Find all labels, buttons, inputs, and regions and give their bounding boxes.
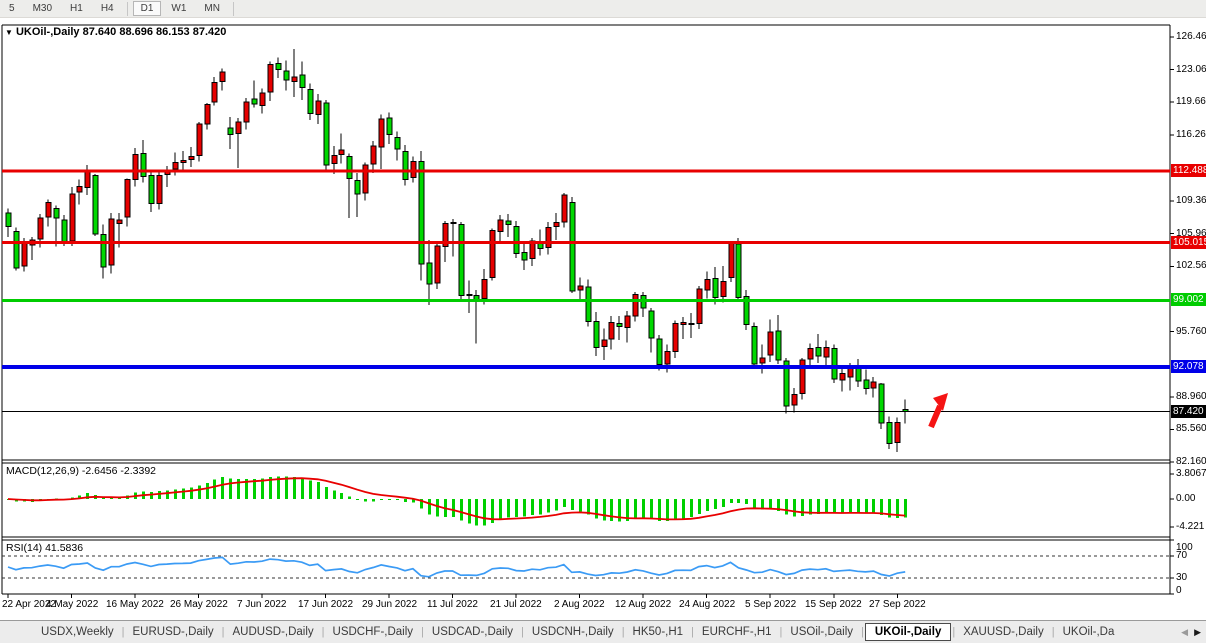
macd-histogram (7, 476, 907, 526)
y-axis-label: 109.360 (1176, 195, 1206, 206)
candlesticks (5, 49, 909, 452)
symbol-tab-bar: USDX,Weekly | EURUSD-,Daily | AUDUSD-,Daily |… (0, 620, 1206, 643)
chart-tab-eurusd-daily[interactable]: EURUSD-,Daily (132, 626, 214, 638)
timeframe-button-d1[interactable]: D1 (132, 1, 162, 16)
x-axis-label: 16 May 2022 (106, 599, 164, 610)
tab-separator: | (691, 626, 694, 638)
chart-tab-usdchf-daily[interactable]: USDCHF-,Daily (332, 626, 414, 638)
chart-tab-ukoil-da[interactable]: UKOil-,Da (1062, 626, 1115, 638)
timeframe-button-5[interactable]: 5 (9, 3, 15, 14)
chart-tab-usdcnh-daily[interactable]: USDCNH-,Daily (531, 626, 614, 638)
macd-indicator-label: MACD(12,26,9) -2.6456 -2.3392 (6, 465, 156, 477)
y-axis-label: 105.960 (1176, 228, 1206, 239)
price-line-label-112.488: 112.488 (1171, 164, 1206, 177)
chart-tab-usdx-weekly[interactable]: USDX,Weekly (41, 626, 114, 638)
tab-separator: | (221, 626, 225, 638)
macd-signal-line (7, 477, 906, 521)
tab-separator: | (952, 626, 956, 638)
timeframe-toolbar: 5 M30 H1 H4 D1 W1 MN (0, 0, 1206, 18)
tab-scroll-controls: ◀ ▶ (1181, 627, 1206, 638)
x-axis-label: 7 Jun 2022 (237, 599, 287, 610)
rsi-axis-label: 100 (1176, 542, 1193, 553)
chart-frame (1, 24, 1171, 595)
timeframe-button-h4[interactable]: H4 (100, 3, 114, 14)
tab-scroll-right-icon[interactable]: ▶ (1194, 626, 1201, 637)
price-line-label-105.015: 105.015 (1171, 236, 1206, 249)
up-arrow-annotation[interactable] (928, 393, 948, 429)
macd-axis-label: 0.00 (1176, 493, 1196, 504)
y-axis-label: 116.260 (1176, 129, 1206, 140)
chart-tab-usdcad-daily[interactable]: USDCAD-,Daily (431, 626, 514, 638)
y-axis-label: 126.460 (1176, 31, 1206, 42)
x-axis-label: 5 Sep 2022 (745, 599, 797, 610)
chart-tab-hk50-h1[interactable]: HK50-,H1 (632, 626, 684, 638)
timeframe-button-m30[interactable]: M30 (32, 3, 53, 14)
x-axis-label: 12 Aug 2022 (615, 599, 672, 610)
rsi-axis-label: 30 (1176, 572, 1188, 583)
x-axis-label: 22 Apr 2022 (2, 599, 56, 610)
macd-axis-label: 3.8067 (1176, 468, 1206, 479)
tab-separator: | (621, 626, 625, 638)
rsi-axis-label: 70 (1176, 550, 1188, 561)
toolbar-separator (232, 1, 234, 16)
x-axis-label: 26 May 2022 (170, 599, 228, 610)
x-axis-label: 4 May 2022 (46, 599, 99, 610)
y-axis-label: 119.660 (1176, 96, 1206, 107)
y-axis-label: 82.160 (1176, 456, 1206, 467)
x-axis-label: 11 Jul 2022 (427, 599, 478, 610)
rsi-axis-label: 0 (1176, 585, 1182, 596)
y-axis-label: 102.560 (1176, 260, 1206, 271)
rsi-line (7, 556, 906, 578)
chart-tab-xauusd-daily[interactable]: XAUUSD-,Daily (963, 626, 1044, 638)
y-axis-label: 95.760 (1176, 326, 1206, 337)
tab-separator: | (1051, 626, 1055, 638)
timeframe-button-w1[interactable]: W1 (171, 3, 187, 14)
x-axis-label: 21 Jul 2022 (490, 599, 542, 610)
chart-tab-audusd-daily[interactable]: AUDUSD-,Daily (232, 626, 314, 638)
x-axis-label: 27 Sep 2022 (869, 599, 926, 610)
chart-ohlc-values: 87.640 88.696 86.153 87.420 (82, 26, 227, 38)
rsi-indicator-label: RSI(14) 41.5836 (6, 542, 84, 554)
y-axis-label: 88.960 (1176, 391, 1206, 402)
toolbar-separator (126, 1, 128, 16)
price-line-label-99.002: 99.002 (1171, 293, 1206, 306)
current-price-label: 87.420 (1171, 405, 1206, 418)
x-axis-label: 17 Jun 2022 (298, 599, 354, 610)
tab-scroll-left-icon[interactable]: ◀ (1181, 626, 1189, 637)
symbol-dropdown-icon[interactable]: ▼ (5, 28, 13, 37)
x-axis-label: 24 Aug 2022 (679, 599, 736, 610)
timeframe-button-mn[interactable]: MN (204, 3, 220, 14)
chart-tab-ukoil-daily[interactable]: UKOil-,Daily (864, 623, 952, 641)
chart-symbol-period: UKOil-,Daily (15, 26, 80, 38)
price-line-label-92.078: 92.078 (1171, 360, 1206, 373)
tab-separator: | (321, 626, 325, 638)
x-axis-label: 29 Jun 2022 (362, 599, 418, 610)
timeframe-button-h1[interactable]: H1 (70, 3, 83, 14)
y-axis-label: 85.560 (1176, 423, 1206, 434)
macd-axis-label: -4.221 (1176, 521, 1205, 532)
tab-separator: | (779, 626, 783, 638)
x-axis-label: 15 Sep 2022 (805, 599, 862, 610)
tab-separator: | (521, 626, 524, 638)
x-axis-label: 2 Aug 2022 (554, 599, 605, 610)
tab-separator: | (421, 626, 424, 638)
tab-separator: | (121, 626, 125, 638)
chart-tab-usoil-daily[interactable]: USOil-,Daily (790, 626, 854, 638)
y-axis-label: 123.060 (1176, 64, 1206, 75)
chart-title-row: ▼ UKOil-,Daily 87.640 88.696 86.153 87.4… (5, 26, 226, 38)
chart-tab-eurchf-h1[interactable]: EURCHF-,H1 (701, 626, 772, 638)
tab-separator: | (861, 626, 864, 638)
